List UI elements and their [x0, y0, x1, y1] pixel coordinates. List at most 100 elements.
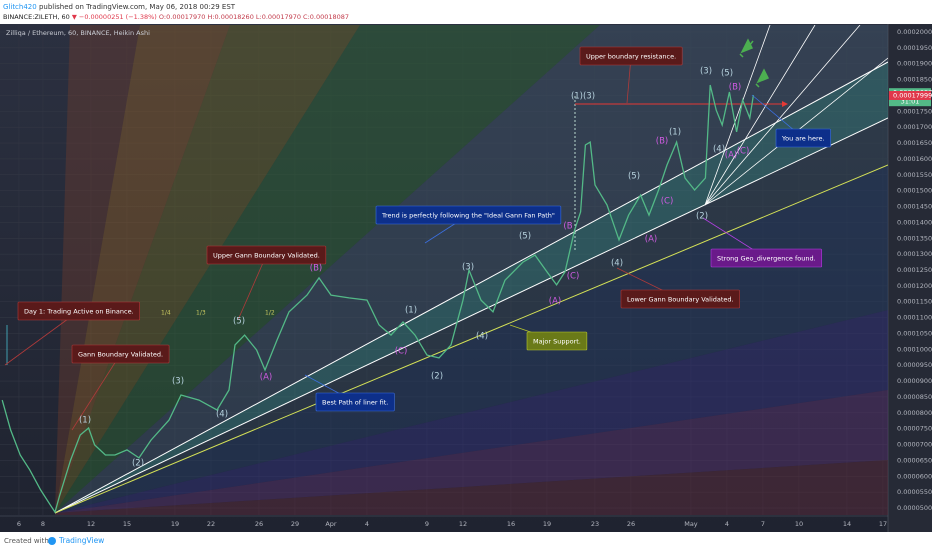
wave-label: (C)	[737, 147, 750, 157]
annotation-box	[710, 248, 822, 268]
annotation-text: Day 1: Trading Active on Binance.	[24, 308, 134, 316]
x-tick-label: 17	[879, 520, 887, 528]
y-tick-label: 0.00020000	[897, 28, 932, 36]
annotation: Major Support.	[509, 324, 588, 351]
x-tick-label: 12	[459, 520, 467, 528]
symbol-line: BINANCE:ZILETH, 60 ▼ −0.00000251 (−1.38%…	[3, 13, 349, 21]
annotation: Upper boundary resistance.	[579, 46, 683, 104]
annotation: Trend is perfectly following the "Ideal …	[375, 205, 562, 244]
wave-label: (C)	[567, 272, 580, 282]
fan-label: 1/2	[265, 310, 275, 317]
annotation: Upper Gann Boundary Validated.	[206, 245, 327, 321]
footer-brand[interactable]: TradingView	[58, 536, 104, 545]
annotation-text: Upper boundary resistance.	[586, 53, 676, 61]
wave-label: (A)	[725, 151, 737, 161]
fan-zone	[55, 390, 888, 513]
annotation-text: Strong Geo_divergence found.	[717, 255, 816, 263]
arrow-head	[782, 101, 788, 107]
wave-label: (5)	[721, 69, 733, 79]
annotation-text: Lower Gann Boundary Validated.	[627, 296, 734, 304]
x-tick-label: 19	[543, 520, 551, 528]
annotation: Strong Geo_divergence found.	[702, 217, 822, 268]
fan-line	[704, 25, 771, 206]
timer: 31:01	[901, 98, 920, 106]
wave-label: (5)	[519, 232, 531, 242]
x-tick-label: 23	[591, 520, 599, 528]
annotation-box	[206, 245, 327, 265]
fan-label: 1/4	[161, 310, 171, 317]
fan-zone	[55, 25, 230, 513]
wave-label: (B)	[656, 137, 668, 147]
annotation-box	[620, 289, 740, 309]
annotation: Best Path of liner fit.	[304, 374, 395, 412]
wave-label: (4)	[216, 410, 228, 420]
x-tick-label: 16	[507, 520, 515, 528]
annotation-pointer	[237, 254, 267, 321]
support-line	[54, 164, 888, 514]
wave-label: (4)	[611, 259, 623, 269]
x-tick-label: 15	[123, 520, 131, 528]
x-tick-label: Apr	[325, 520, 337, 528]
annotation-box	[375, 205, 562, 225]
change: ▼ −0.00000251 (−1.38%)	[72, 13, 159, 21]
fan-zone	[55, 25, 888, 513]
annotation-text: Upper Gann Boundary Validated.	[213, 252, 320, 260]
x-tick-label: 14	[843, 520, 851, 528]
price-tag-label: 0.00017999	[893, 91, 932, 99]
x-tick-label: 29	[291, 520, 299, 528]
annotation-box	[579, 46, 683, 66]
wave-label: (1)	[79, 416, 91, 426]
x-tick-label: 6	[17, 520, 21, 528]
annotation-box	[526, 331, 588, 351]
fan-line	[704, 25, 816, 206]
wave-label: (B)	[310, 264, 322, 274]
symbol: BINANCE:ZILETH, 60	[3, 13, 72, 21]
rocket-icon	[739, 38, 754, 58]
wave-label: (2)	[431, 372, 443, 382]
fan-zone	[55, 310, 888, 513]
wave-label: (3)	[700, 67, 712, 77]
ohlc: O:0.00017970 H:0.00018260 L:0.00017970 C…	[159, 13, 349, 21]
annotation: Day 1: Trading Active on Binance.	[4, 301, 140, 366]
annotation-box	[71, 344, 170, 364]
price-axis-bg	[888, 24, 932, 532]
wave-label: (C)	[661, 197, 674, 207]
x-tick-label: 26	[255, 520, 263, 528]
wave-label: (2)	[132, 459, 144, 469]
rocket-icon	[755, 68, 770, 88]
price-line	[1, 84, 755, 514]
timer-tag	[889, 97, 931, 107]
wave-label: (3)	[462, 263, 474, 273]
wave-label: (5)	[628, 172, 640, 182]
brand-logo	[48, 537, 56, 545]
author: Glitch420	[3, 3, 37, 11]
fan-zone	[55, 25, 140, 513]
fan-label: 1/3	[196, 310, 206, 317]
chart-title: Zilliqa / Ethereum, 60, BINANCE, Heikin …	[6, 29, 150, 37]
wave-label: (B	[563, 222, 572, 232]
gann-fan	[6, 25, 888, 515]
annotation-pointer	[71, 353, 121, 431]
annotation-text: You are here.	[781, 135, 825, 143]
x-tick-label: 9	[425, 520, 429, 528]
header-line: Glitch420 published on TradingView.com, …	[3, 3, 236, 11]
wave-label: (A)	[645, 235, 657, 245]
